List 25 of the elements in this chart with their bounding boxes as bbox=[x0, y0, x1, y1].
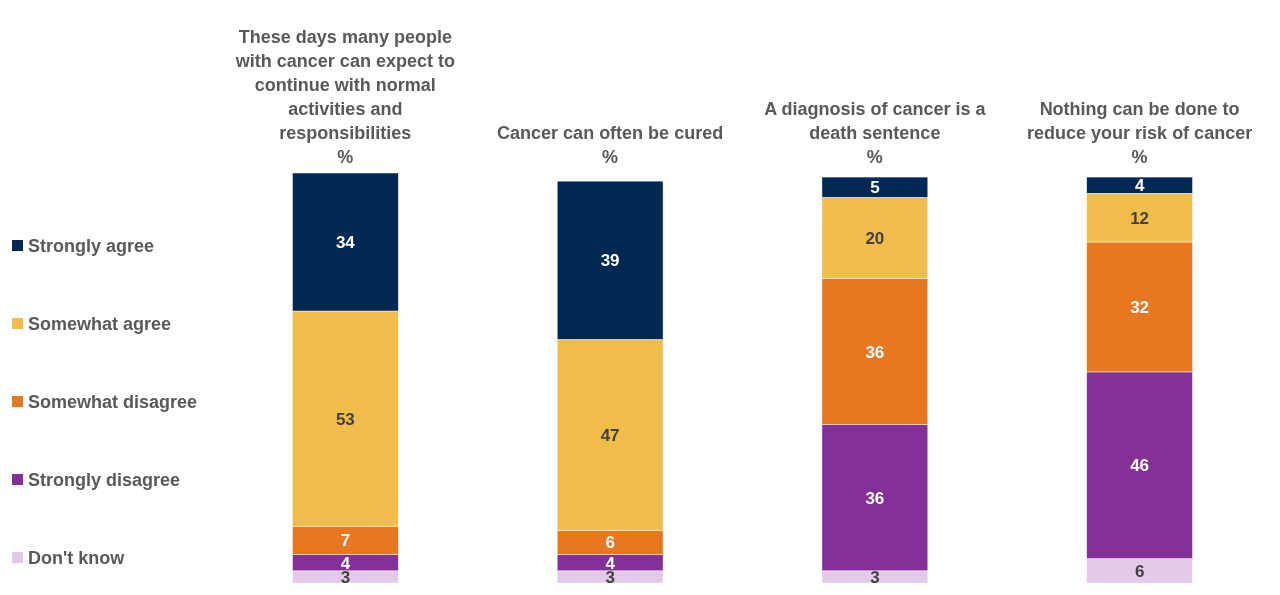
data-label: 32 bbox=[1130, 297, 1150, 317]
data-label: 34 bbox=[335, 232, 356, 252]
legend-label: Don't know bbox=[28, 548, 126, 569]
data-label: 36 bbox=[865, 488, 885, 508]
data-label: 3 bbox=[870, 567, 880, 587]
data-label: 53 bbox=[335, 409, 355, 429]
x-tick-label: A diagnosis of cancer is a death sentence % bbox=[764, 99, 987, 167]
data-label: 20 bbox=[865, 228, 885, 248]
data-label: 46 bbox=[1130, 456, 1150, 476]
data-label: 47 bbox=[600, 425, 620, 445]
legend-label: Strongly agree bbox=[28, 236, 155, 257]
data-label: 7 bbox=[340, 531, 351, 551]
data-label: 39 bbox=[600, 251, 620, 271]
x-tick-label: Nothing can be done to reduce your risk of cancer % bbox=[1027, 99, 1253, 167]
data-label: 5 bbox=[870, 178, 880, 198]
data-label: 4 bbox=[1134, 176, 1145, 196]
data-label: 6 bbox=[605, 533, 615, 553]
data-label: 12 bbox=[1130, 208, 1150, 228]
x-tick-label: Cancer can often be cured % bbox=[497, 123, 724, 167]
data-label: 36 bbox=[865, 342, 885, 362]
data-label: 6 bbox=[1134, 561, 1145, 581]
x-tick-label: These days many people with cancer can expect to continue with normal activities and responsibilities % bbox=[234, 27, 455, 167]
legend-label: Somewhat agree bbox=[28, 314, 172, 335]
legend-label: Strongly disagree bbox=[28, 470, 181, 491]
legend-label: Somewhat disagree bbox=[28, 392, 198, 413]
